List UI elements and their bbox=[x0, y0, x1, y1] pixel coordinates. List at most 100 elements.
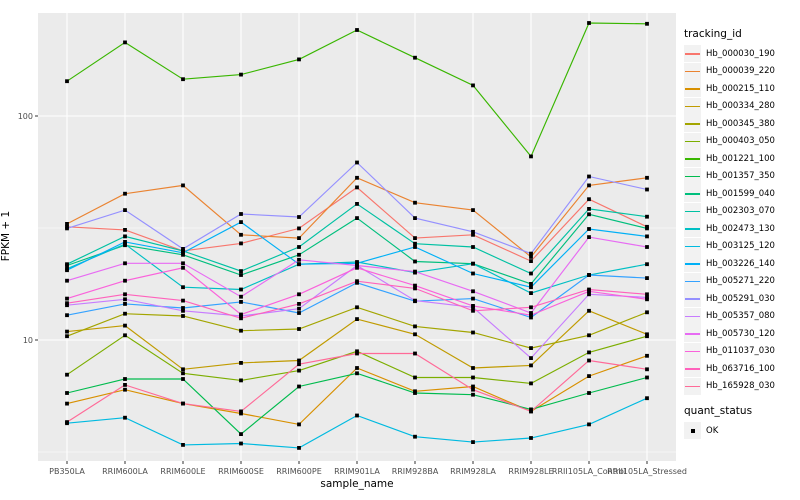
data-point-Hb_005730_120 bbox=[239, 294, 243, 299]
legend-item: Hb_001599_040 bbox=[684, 185, 798, 203]
data-point-Hb_001599_040 bbox=[529, 282, 533, 286]
y-axis-title: FPKM + 1 bbox=[0, 210, 12, 262]
legend-key-line-icon bbox=[684, 290, 701, 308]
data-point-Hb_005271_220 bbox=[239, 300, 243, 304]
data-point-Hb_000345_380 bbox=[529, 346, 533, 350]
data-point-Hb_000403_050 bbox=[645, 334, 649, 339]
data-point-Hb_063716_100 bbox=[239, 316, 243, 321]
data-point-Hb_005271_220 bbox=[297, 311, 301, 315]
data-point-Hb_011037_030 bbox=[413, 283, 417, 288]
data-point-Hb_165928_030 bbox=[123, 383, 127, 387]
data-point-Hb_000334_280 bbox=[587, 308, 591, 313]
legend-item-label: Hb_003125_120 bbox=[706, 241, 775, 252]
data-point-Hb_001357_350 bbox=[65, 391, 69, 395]
x-tick-label: RRIM928LE bbox=[508, 467, 553, 476]
data-point-Hb_000039_220 bbox=[297, 236, 301, 240]
legend-item: Hb_005271_220 bbox=[684, 272, 798, 291]
data-point-Hb_000030_190 bbox=[413, 236, 417, 240]
data-point-Hb_003226_140 bbox=[297, 262, 301, 267]
data-point-Hb_000334_280 bbox=[529, 363, 533, 368]
legend-item: Hb_165928_030 bbox=[684, 377, 798, 396]
data-point-Hb_000030_190 bbox=[239, 241, 243, 246]
x-tick-label: RRIM901LA bbox=[334, 467, 380, 476]
data-point-Hb_000345_380 bbox=[123, 311, 127, 316]
legend-item-label: Hb_005271_220 bbox=[706, 276, 775, 287]
data-point-Hb_003226_140 bbox=[181, 250, 185, 255]
legend-item-quant-status: OK bbox=[684, 422, 798, 440]
data-point-Hb_003125_120 bbox=[181, 443, 185, 447]
data-point-Hb_165928_030 bbox=[645, 367, 649, 372]
legend-key-point-icon bbox=[684, 422, 701, 440]
data-point-Hb_002303_070 bbox=[297, 245, 301, 249]
data-point-Hb_005730_120 bbox=[529, 311, 533, 315]
data-point-Hb_000039_220 bbox=[413, 200, 417, 205]
x-tick-label: RRIM600LA bbox=[102, 467, 148, 476]
legend-item: Hb_001221_100 bbox=[684, 150, 798, 168]
legend-item: Hb_005730_120 bbox=[684, 325, 798, 343]
legend-item: Hb_063716_100 bbox=[684, 360, 798, 378]
data-point-Hb_002303_070 bbox=[123, 234, 127, 239]
legend-key-line-icon bbox=[684, 342, 701, 360]
legend-item-label: Hb_000403_050 bbox=[706, 136, 775, 147]
data-point-Hb_000334_280 bbox=[471, 366, 475, 370]
data-point-Hb_005271_220 bbox=[645, 276, 649, 280]
data-point-Hb_002473_130 bbox=[181, 285, 185, 290]
data-point-Hb_000030_190 bbox=[123, 228, 127, 232]
legend-item-label: Hb_000039_220 bbox=[706, 66, 775, 77]
data-point-Hb_001599_040 bbox=[587, 212, 591, 217]
data-point-Hb_003125_120 bbox=[587, 422, 591, 427]
legend-item-label: Hb_063716_100 bbox=[706, 363, 775, 374]
data-point-Hb_063716_100 bbox=[355, 279, 359, 284]
data-point-Hb_001357_350 bbox=[239, 432, 243, 436]
legend-key-line-icon bbox=[684, 115, 701, 133]
data-point-Hb_000345_380 bbox=[471, 330, 475, 335]
data-point-Hb_000030_190 bbox=[587, 197, 591, 202]
data-point-Hb_003125_120 bbox=[471, 440, 475, 444]
data-point-Hb_005291_030 bbox=[239, 212, 243, 216]
data-point-Hb_003125_120 bbox=[239, 441, 243, 446]
data-point-Hb_000334_280 bbox=[355, 317, 359, 321]
data-point-Hb_003226_140 bbox=[413, 245, 417, 249]
data-point-Hb_165928_030 bbox=[181, 401, 185, 406]
legend-key-line-icon bbox=[684, 325, 701, 343]
data-point-Hb_005730_120 bbox=[413, 269, 417, 274]
data-point-Hb_002303_070 bbox=[587, 207, 591, 211]
data-point-Hb_005291_030 bbox=[123, 208, 127, 212]
data-point-Hb_001221_100 bbox=[645, 21, 649, 26]
legend-key-line-icon bbox=[684, 220, 701, 238]
data-point-Hb_063716_100 bbox=[413, 286, 417, 291]
data-point-Hb_001599_040 bbox=[355, 216, 359, 220]
data-point-Hb_000334_280 bbox=[239, 361, 243, 365]
data-point-Hb_003125_120 bbox=[529, 436, 533, 440]
data-point-Hb_001357_350 bbox=[471, 392, 475, 397]
data-point-Hb_001221_100 bbox=[239, 72, 243, 77]
x-tick-label: RRII105LA_Control bbox=[552, 467, 626, 476]
data-point-Hb_000039_220 bbox=[181, 183, 185, 188]
x-tick-label: RRIM600LE bbox=[160, 467, 205, 476]
legend-item-label: Hb_002303_070 bbox=[706, 206, 775, 217]
legend-item: Hb_005357_080 bbox=[684, 307, 798, 326]
data-point-Hb_063716_100 bbox=[529, 305, 533, 310]
data-point-Hb_000215_110 bbox=[587, 374, 591, 378]
data-point-Hb_003125_120 bbox=[297, 446, 301, 450]
data-point-Hb_003226_140 bbox=[123, 240, 127, 244]
data-point-Hb_011037_030 bbox=[123, 278, 127, 283]
data-point-Hb_005730_120 bbox=[587, 235, 591, 239]
legend-item: Hb_000215_110 bbox=[684, 80, 798, 98]
data-point-Hb_001221_100 bbox=[529, 154, 533, 159]
legend-key-line-icon bbox=[684, 185, 701, 203]
data-point-Hb_000215_110 bbox=[471, 384, 475, 389]
data-point-Hb_005357_080 bbox=[587, 292, 591, 297]
legend-item: Hb_011037_030 bbox=[684, 342, 798, 361]
data-point-Hb_000345_380 bbox=[355, 305, 359, 310]
data-point-Hb_000334_280 bbox=[181, 367, 185, 372]
data-point-Hb_001357_350 bbox=[413, 391, 417, 395]
data-point-Hb_000345_380 bbox=[297, 327, 301, 331]
legend-item-label: Hb_000215_110 bbox=[706, 83, 775, 94]
data-point-Hb_000039_220 bbox=[239, 232, 243, 237]
data-point-Hb_001599_040 bbox=[297, 252, 301, 257]
data-point-Hb_003226_140 bbox=[529, 285, 533, 290]
legend-title-quant-status: quant_status bbox=[684, 405, 753, 417]
data-point-Hb_005291_030 bbox=[471, 229, 475, 234]
